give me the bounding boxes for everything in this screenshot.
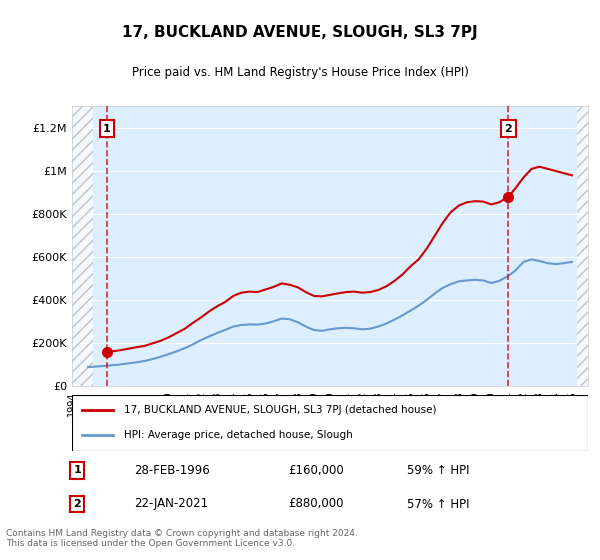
Text: HPI: Average price, detached house, Slough: HPI: Average price, detached house, Slou…	[124, 430, 352, 440]
Text: Contains HM Land Registry data © Crown copyright and database right 2024.
This d: Contains HM Land Registry data © Crown c…	[6, 529, 358, 548]
Bar	[72, 106, 93, 386]
Text: £160,000: £160,000	[289, 464, 344, 477]
Text: 2: 2	[505, 124, 512, 134]
Text: 22-JAN-2021: 22-JAN-2021	[134, 497, 208, 511]
Text: £880,000: £880,000	[289, 497, 344, 511]
Text: 2: 2	[73, 499, 81, 509]
Text: 57% ↑ HPI: 57% ↑ HPI	[407, 497, 470, 511]
Text: 17, BUCKLAND AVENUE, SLOUGH, SL3 7PJ (detached house): 17, BUCKLAND AVENUE, SLOUGH, SL3 7PJ (de…	[124, 405, 436, 416]
Text: Price paid vs. HM Land Registry's House Price Index (HPI): Price paid vs. HM Land Registry's House …	[131, 66, 469, 78]
Text: 1: 1	[73, 465, 81, 475]
Bar	[577, 106, 588, 386]
Text: 17, BUCKLAND AVENUE, SLOUGH, SL3 7PJ: 17, BUCKLAND AVENUE, SLOUGH, SL3 7PJ	[122, 25, 478, 40]
Text: 1: 1	[103, 124, 111, 134]
Text: 59% ↑ HPI: 59% ↑ HPI	[407, 464, 470, 477]
FancyBboxPatch shape	[72, 395, 588, 451]
Text: 28-FEB-1996: 28-FEB-1996	[134, 464, 209, 477]
